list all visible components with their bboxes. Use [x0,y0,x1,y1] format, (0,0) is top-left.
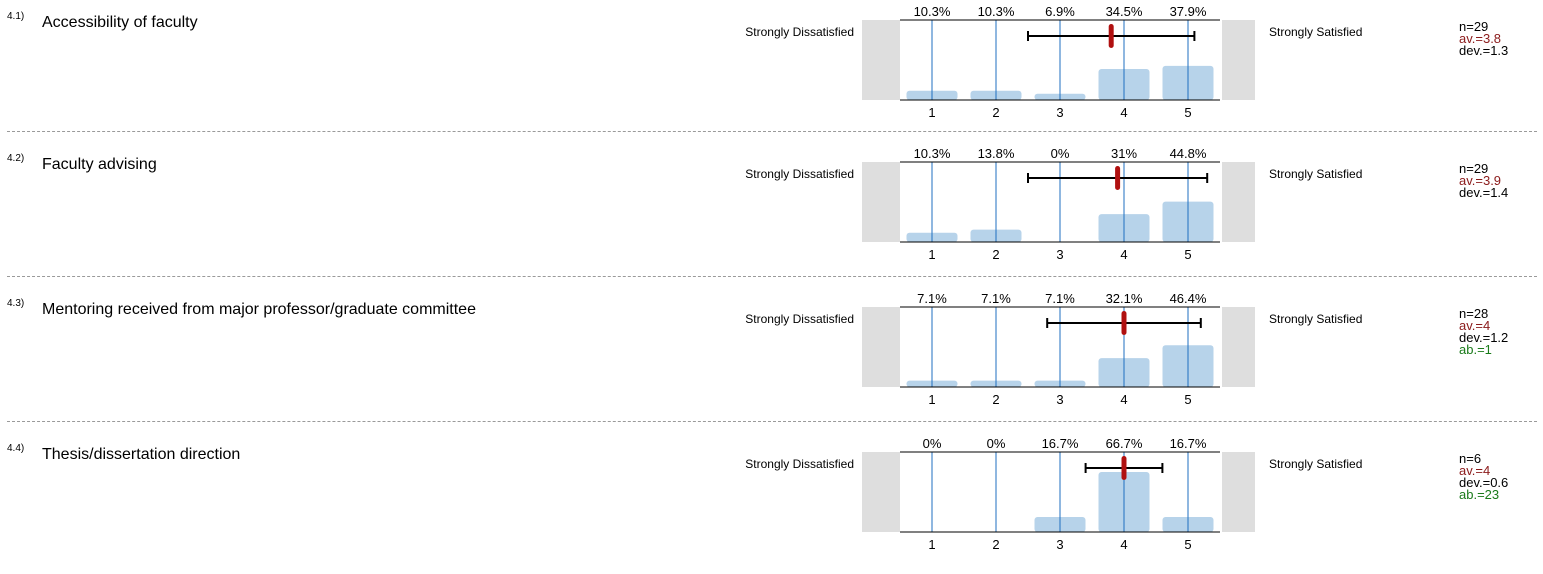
scale-left-label: Strongly Dissatisfied [745,312,854,326]
scale-left-label: Strongly Dissatisfied [745,457,854,471]
category-tick-label: 2 [992,247,999,262]
question-block: 4.4) Thesis/dissertation direction Stron… [0,432,1543,574]
percent-label: 16.7% [1170,436,1207,451]
question-number: 4.2) [7,153,25,164]
stat-deviation: dev.=1.3 [1459,43,1509,58]
histogram-chart: 10.3% 10.3% 6.9% 34.5% 37.9% 1 2 3 4 5 [862,4,1255,120]
percent-label: 13.8% [978,146,1015,161]
scale-right-box [1222,20,1255,100]
stat-abstentions: ab.=1 [1459,342,1492,357]
category-tick-label: 5 [1184,537,1191,552]
stats-panel: n=29 av.=3.8 dev.=1.3 [1459,19,1509,58]
percent-label: 37.9% [1170,4,1207,19]
question-number: 4.1) [7,11,25,22]
scale-right-box [1222,452,1255,532]
histogram-chart: 7.1% 7.1% 7.1% 32.1% 46.4% 1 2 3 4 5 [862,291,1255,407]
question-number: 4.3) [7,298,25,309]
category-tick-label: 3 [1056,247,1063,262]
category-tick-label: 5 [1184,247,1191,262]
stat-deviation: dev.=0.6 [1459,475,1509,490]
percent-label: 6.9% [1045,4,1075,19]
category-tick-label: 4 [1120,105,1127,120]
stat-abstentions: ab.=23 [1459,487,1500,502]
scale-right-box [1222,162,1255,242]
category-tick-label: 1 [928,105,935,120]
question-title: Faculty advising [42,156,157,173]
category-tick-label: 2 [992,105,999,120]
histogram-chart: 0% 0% 16.7% 66.7% 16.7% 1 2 3 4 5 [862,436,1255,552]
stat-n: n=29 [1459,19,1489,34]
percent-label: 34.5% [1106,4,1143,19]
percent-label: 46.4% [1170,291,1207,306]
category-tick-label: 4 [1120,537,1127,552]
question-block: 4.2) Faculty advising Strongly Dissatisf… [0,142,1543,284]
stat-n: n=28 [1459,306,1489,321]
stat-average: av.=4 [1459,463,1491,478]
percent-label: 7.1% [1045,291,1075,306]
category-tick-label: 1 [928,537,935,552]
percent-label: 10.3% [914,4,951,19]
category-tick-label: 2 [992,537,999,552]
question-title: Thesis/dissertation direction [42,446,241,463]
scale-right-label: Strongly Satisfied [1269,167,1363,181]
divider [7,421,1537,422]
divider [7,131,1537,132]
mean-marker [1121,311,1127,335]
stats-panel: n=28 av.=4 dev.=1.2 ab.=1 [1459,306,1509,357]
stat-average: av.=3.8 [1459,31,1502,46]
percent-label: 66.7% [1106,436,1143,451]
category-tick-label: 5 [1184,392,1191,407]
percent-label: 7.1% [917,291,947,306]
category-tick-label: 1 [928,392,935,407]
category-tick-label: 3 [1056,392,1063,407]
scale-left-box [862,452,900,532]
category-tick-label: 4 [1120,247,1127,262]
scale-right-box [1222,307,1255,387]
category-tick-label: 2 [992,392,999,407]
scale-left-label: Strongly Dissatisfied [745,167,854,181]
scale-right-label: Strongly Satisfied [1269,457,1363,471]
scale-left-label: Strongly Dissatisfied [745,25,854,39]
mean-marker [1115,166,1121,190]
percent-label: 0% [1051,146,1070,161]
category-tick-label: 4 [1120,392,1127,407]
percent-label: 32.1% [1106,291,1143,306]
category-tick-label: 1 [928,247,935,262]
percent-label: 10.3% [978,4,1015,19]
mean-marker [1121,456,1127,480]
stats-panel: n=6 av.=4 dev.=0.6 ab.=23 [1459,451,1509,502]
category-tick-label: 3 [1056,105,1063,120]
stat-deviation: dev.=1.4 [1459,185,1509,200]
question-block: 4.3) Mentoring received from major profe… [0,287,1543,429]
scale-left-box [862,20,900,100]
histogram-chart: 10.3% 13.8% 0% 31% 44.8% 1 2 3 4 5 [862,146,1255,262]
scale-left-box [862,307,900,387]
percent-label: 16.7% [1042,436,1079,451]
question-number: 4.4) [7,443,25,454]
percent-label: 7.1% [981,291,1011,306]
scale-left-box [862,162,900,242]
stats-panel: n=29 av.=3.9 dev.=1.4 [1459,161,1509,200]
category-tick-label: 5 [1184,105,1191,120]
question-title: Mentoring received from major professor/… [42,301,476,318]
stat-average: av.=4 [1459,318,1491,333]
stat-n: n=6 [1459,451,1482,466]
percent-label: 31% [1111,146,1137,161]
percent-label: 44.8% [1170,146,1207,161]
percent-label: 0% [923,436,942,451]
divider [7,276,1537,277]
scale-right-label: Strongly Satisfied [1269,312,1363,326]
percent-label: 0% [987,436,1006,451]
stat-deviation: dev.=1.2 [1459,330,1509,345]
question-title: Accessibility of faculty [42,14,198,31]
question-block: 4.1) Accessibility of faculty Strongly D… [0,0,1543,142]
stat-average: av.=3.9 [1459,173,1502,188]
mean-marker [1108,24,1114,48]
category-tick-label: 3 [1056,537,1063,552]
stat-n: n=29 [1459,161,1489,176]
scale-right-label: Strongly Satisfied [1269,25,1363,39]
percent-label: 10.3% [914,146,951,161]
